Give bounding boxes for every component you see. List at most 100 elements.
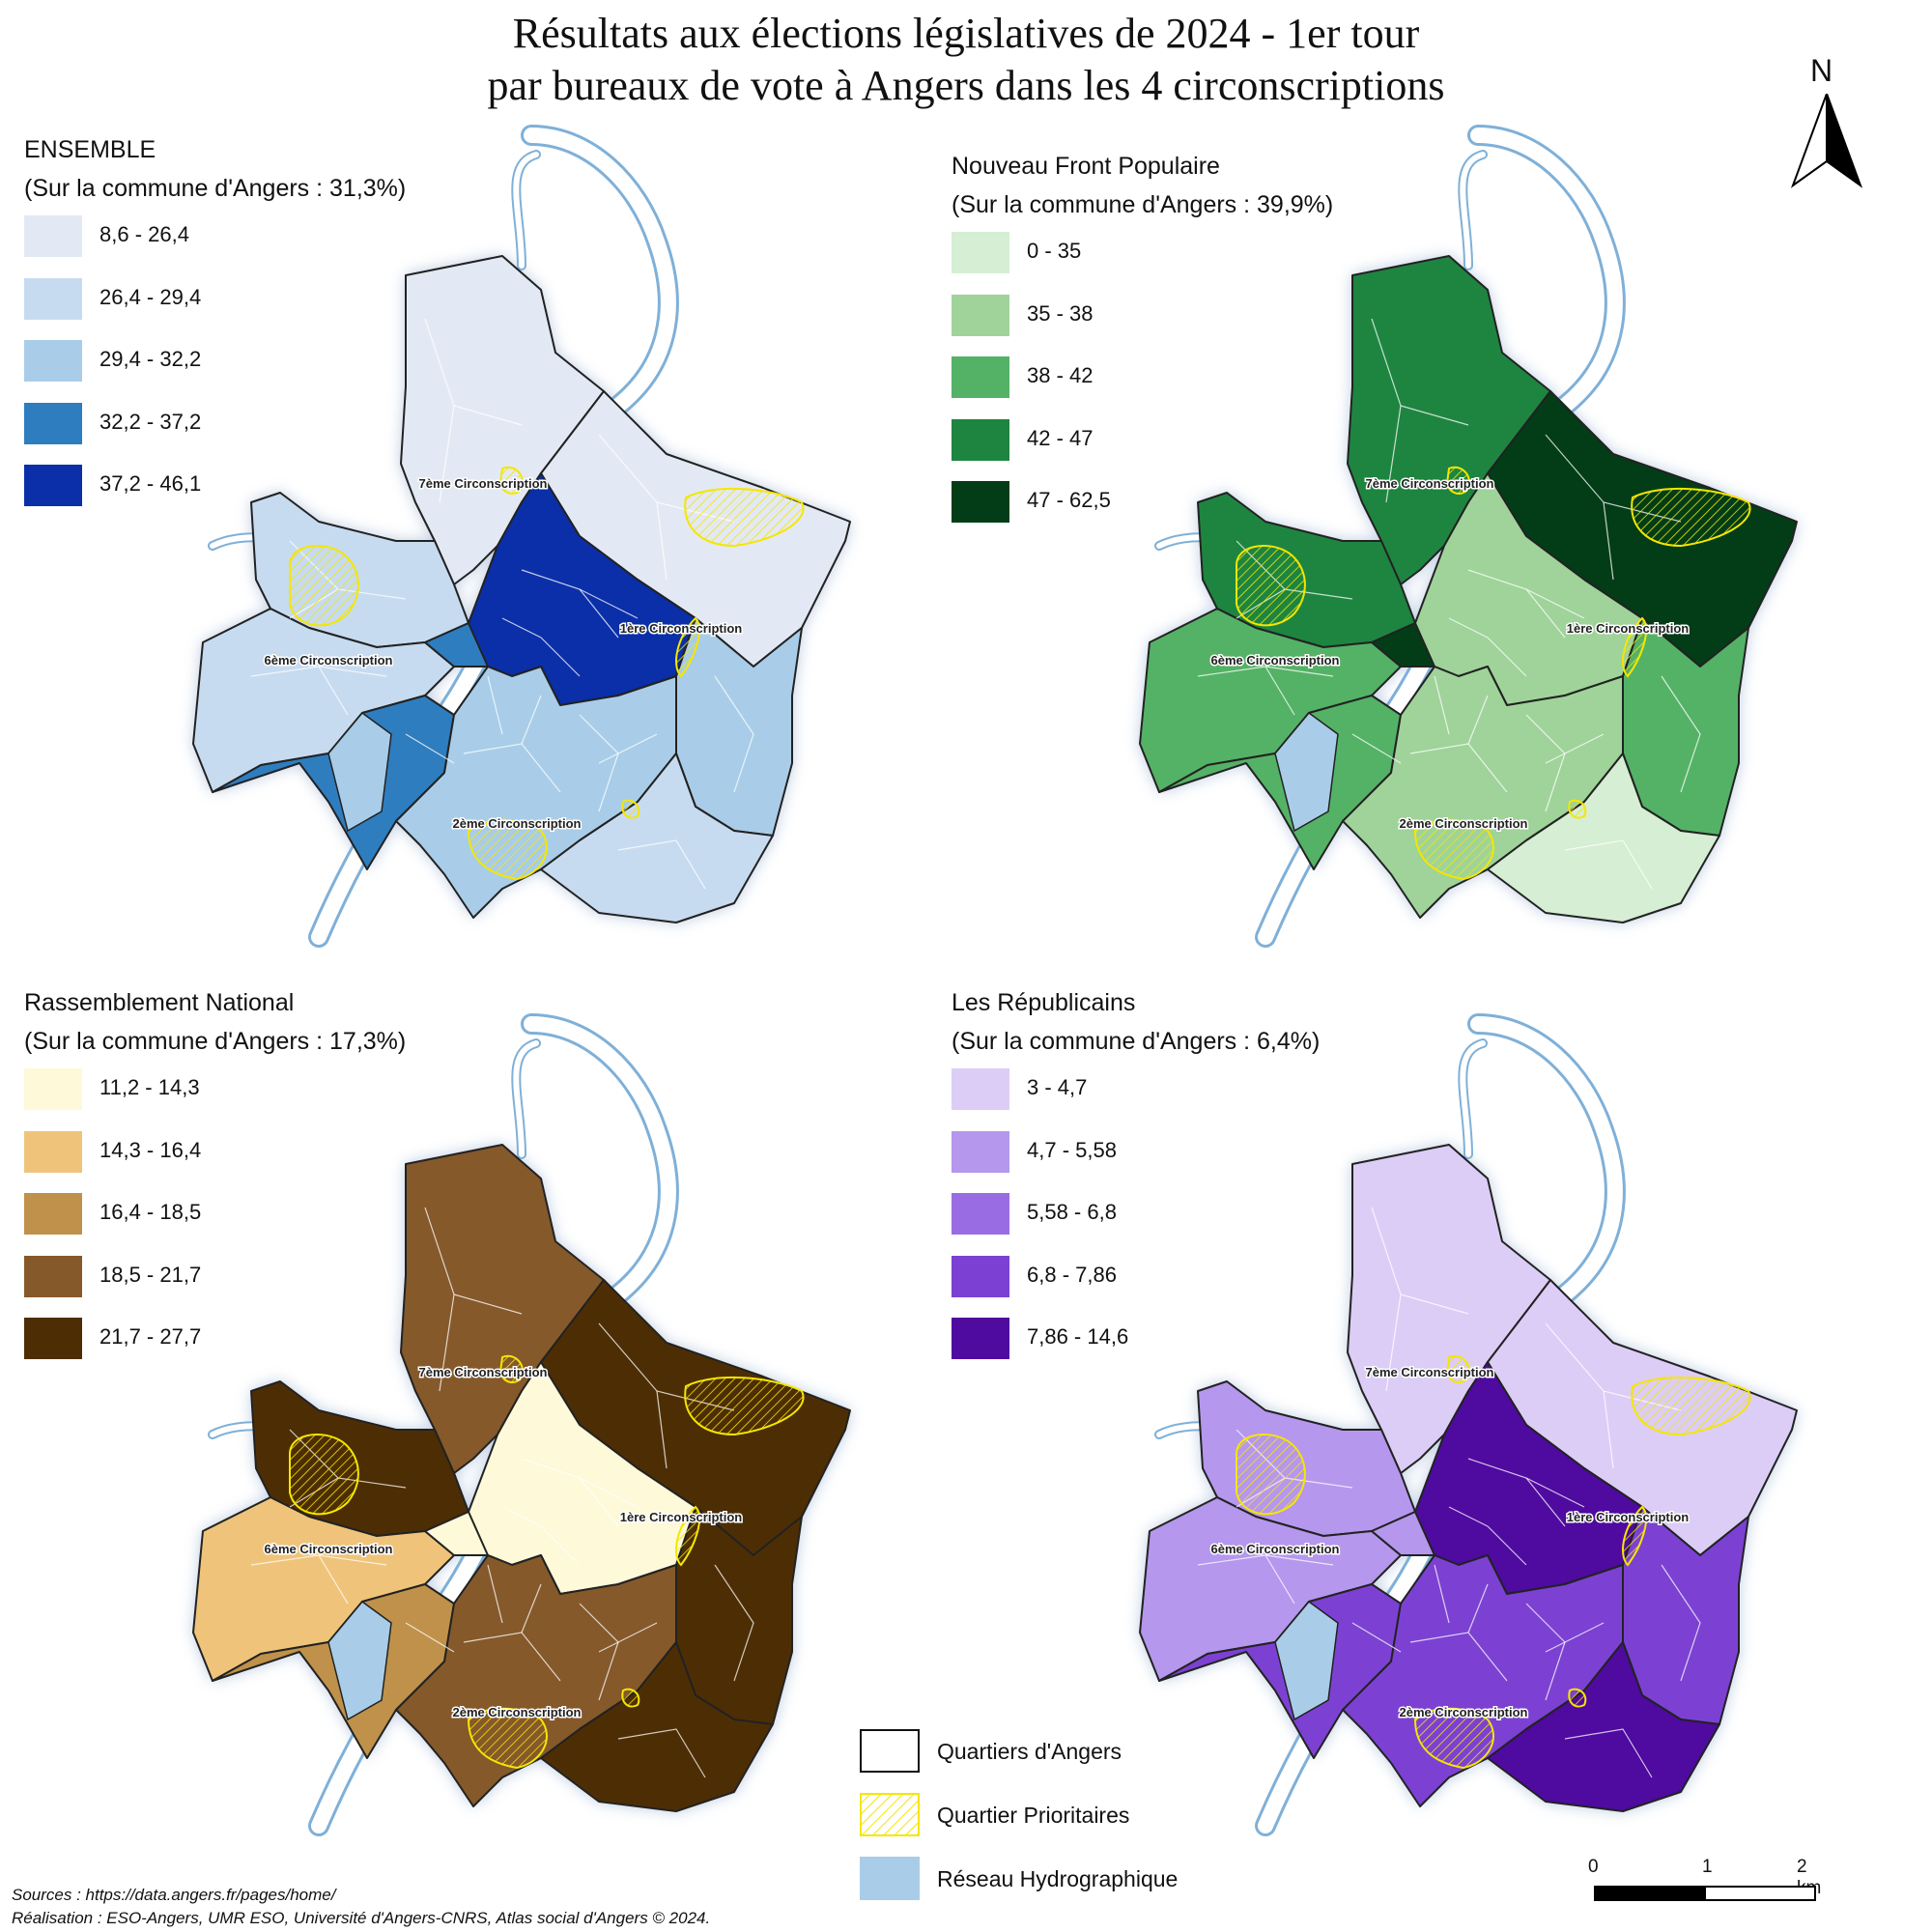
north-arrow-icon (1790, 94, 1863, 188)
bureau-line (521, 1583, 542, 1634)
legend-swatch (952, 481, 1009, 523)
priority-zone (1236, 1434, 1306, 1516)
bureau-line (617, 839, 706, 890)
bureau-line (1661, 675, 1701, 793)
bureau-line (487, 1564, 503, 1624)
legend-class: 32,2 - 37,2 (24, 395, 406, 458)
legend-label: 8,6 - 26,4 (99, 222, 189, 246)
bureau-line (1564, 1728, 1653, 1778)
priority-zone (1236, 545, 1306, 627)
water-body (327, 711, 392, 833)
legend-swatch (952, 1255, 1009, 1297)
priority-zone (498, 1354, 524, 1383)
districts (192, 1144, 851, 1812)
legend-class: 11,2 - 14,3 (24, 1061, 406, 1123)
legend-swatch (952, 1318, 1009, 1359)
legend-label: 4,7 - 5,58 (1027, 1137, 1117, 1162)
bureau-line (1448, 1506, 1527, 1566)
priority-zone (289, 545, 359, 627)
priority-zone (675, 1505, 700, 1567)
map-nfp: 7ème Circonscription 1ère Circonscription… (1139, 125, 1798, 948)
river-water (1460, 152, 1486, 269)
circonscription-label: 6ème Circonscription (1211, 653, 1340, 668)
priority-zone (621, 1688, 640, 1708)
priority-zone (498, 466, 524, 495)
bureau-line (1545, 733, 1605, 764)
bureau-line (579, 1477, 639, 1508)
legend-class: 47 - 62,5 (952, 473, 1333, 536)
legend-swatch (952, 1068, 1009, 1110)
legend-rn: Rassemblement National (Sur la commune d… (24, 983, 406, 1373)
priority-zone (1631, 1376, 1751, 1436)
circonscription-label: 6ème Circonscription (1211, 1542, 1340, 1556)
bureau-line (521, 695, 542, 745)
legend-swatch (952, 1130, 1009, 1173)
water-body (327, 1600, 392, 1721)
legend-title: ENSEMBLE (24, 136, 156, 163)
bureau-line (1603, 501, 1614, 581)
legend-label: 38 - 42 (1027, 363, 1094, 387)
title-line-2: par bureaux de vote à Angers dans les 4 … (487, 62, 1445, 109)
river-water (513, 1040, 539, 1157)
priority-zone (684, 487, 805, 548)
map-title: Résultats aux élections législatives de … (0, 8, 1932, 112)
legend-nfp: Nouveau Front Populaire (Sur la commune … (952, 147, 1333, 536)
bureau-line (453, 405, 523, 426)
bureau-line (487, 675, 503, 735)
legend-swatch (24, 402, 82, 444)
legend-label: 42 - 47 (1027, 425, 1094, 450)
legend-class: 29,4 - 32,2 (24, 332, 406, 395)
legend-ensemble: ENSEMBLE (Sur la commune d'Angers : 31,3… (24, 130, 406, 520)
district-river_band (424, 1511, 489, 1556)
bureau-line (714, 675, 754, 793)
legend-swatch (24, 340, 82, 382)
bureau-line (1564, 839, 1653, 890)
bureau-line (656, 1390, 668, 1469)
circonscription-label: 1ère Circonscription (620, 621, 742, 636)
bureau-line (501, 1506, 581, 1566)
bureau-line (598, 733, 658, 764)
legend-class: 35 - 38 (952, 287, 1333, 350)
legend-label: 14,3 - 16,4 (99, 1137, 202, 1162)
bureau-line (1434, 1564, 1450, 1624)
circonscription-label: 6ème Circonscription (265, 1542, 393, 1556)
credits-line: Réalisation : ESO-Angers, UMR ESO, Unive… (12, 1909, 711, 1927)
priority-zone (289, 1434, 359, 1516)
priority-zone (1445, 1354, 1470, 1383)
legend-swatch (24, 1130, 82, 1173)
bureau-line (1400, 405, 1469, 426)
bureau-line (1525, 714, 1566, 812)
bureau-line (1351, 733, 1402, 764)
bureau-line (405, 733, 455, 764)
legend-subtitle: (Sur la commune d'Angers : 17,3%) (24, 1028, 407, 1055)
bureau-line (1661, 1564, 1701, 1682)
legend-title: Nouveau Front Populaire (952, 153, 1220, 180)
legend-swatch (952, 1193, 1009, 1235)
bureau-line (1264, 666, 1334, 677)
legend-label: 6,8 - 7,86 (1027, 1262, 1117, 1287)
districts (1139, 255, 1798, 923)
priority-zone (675, 616, 700, 678)
legend-class: 18,5 - 21,7 (24, 1248, 406, 1311)
district-se (1487, 753, 1720, 923)
legend-label: 35 - 38 (1027, 300, 1094, 326)
bureau-line (656, 501, 668, 581)
circonscription-label: 2ème Circonscription (1400, 1705, 1528, 1719)
priority-zone (621, 799, 640, 819)
legend-label: 11,2 - 14,3 (99, 1075, 200, 1099)
legend-subtitle: (Sur la commune d'Angers : 31,3%) (24, 175, 407, 202)
legend-label: 16,4 - 18,5 (99, 1200, 202, 1224)
hatch-swatch (860, 1793, 920, 1836)
bureau-line (318, 666, 387, 677)
priority-zones (1236, 1354, 1751, 1770)
legend-title: Rassemblement National (24, 989, 295, 1016)
bureau-line (1400, 1293, 1469, 1315)
legend-class: 21,7 - 27,7 (24, 1310, 406, 1373)
priority-zone (467, 818, 548, 881)
legend-class: 8,6 - 26,4 (24, 208, 406, 270)
legend-lr: Les Républicains (Sur la commune d'Anger… (952, 983, 1320, 1373)
districts (1139, 1144, 1798, 1812)
priority-zones (289, 466, 805, 881)
legend-class: 26,4 - 29,4 (24, 270, 406, 333)
legend-label: 37,2 - 46,1 (99, 471, 202, 496)
